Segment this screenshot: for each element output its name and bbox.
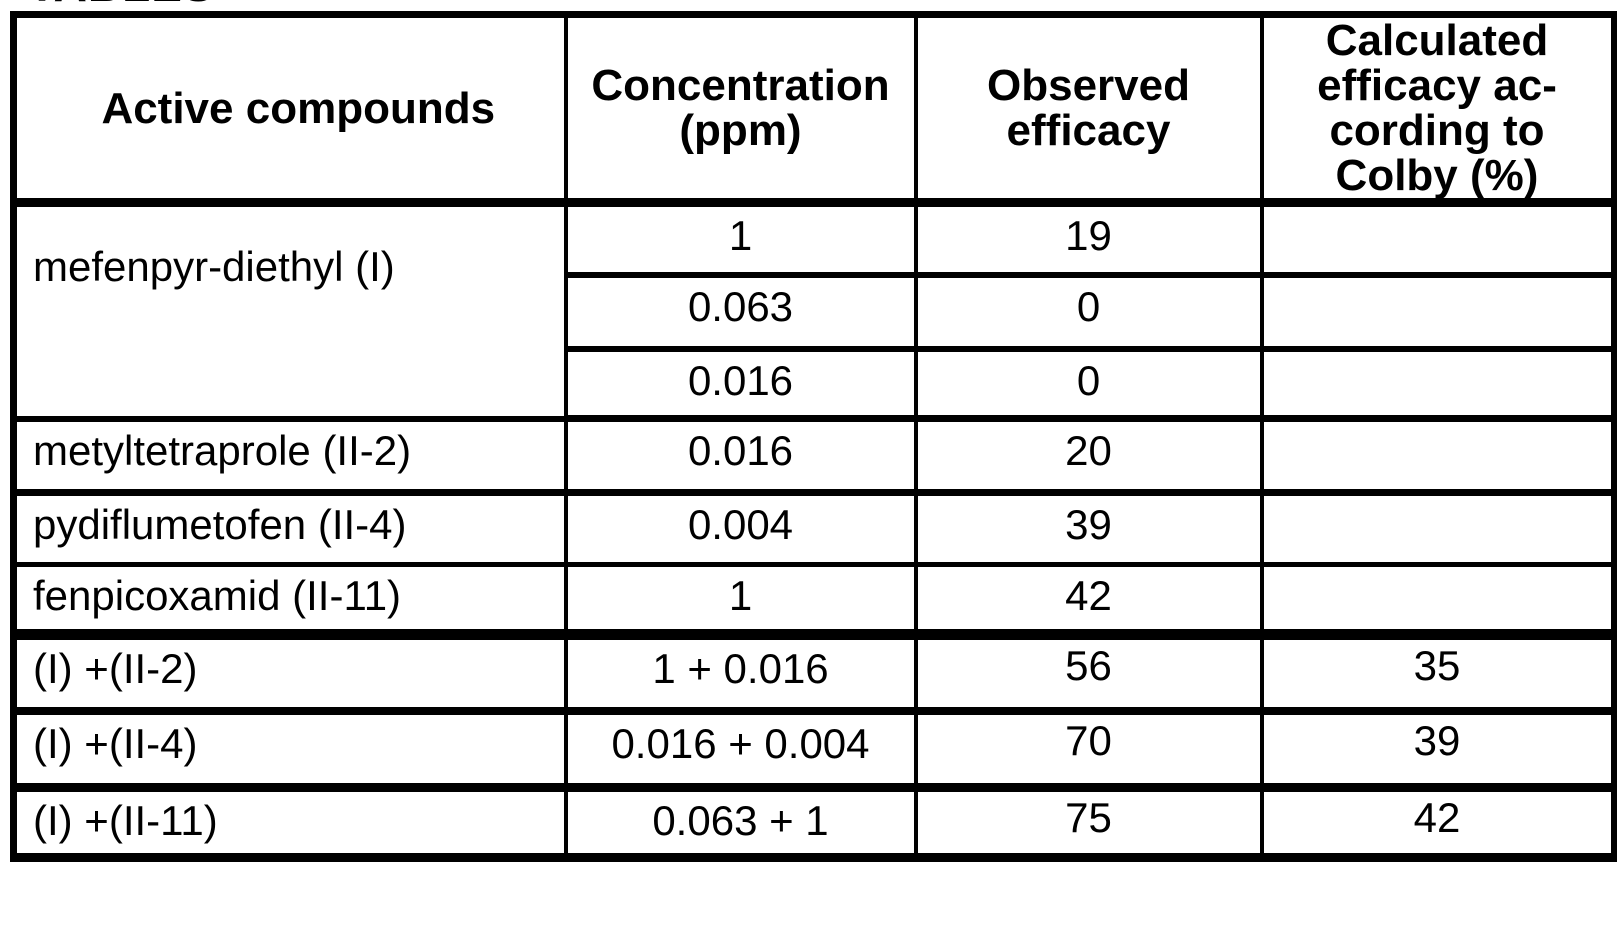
observed-cell: 19 (913, 200, 1264, 278)
concentration-cell: 0.016 (563, 416, 918, 496)
observed-cell: 20 (913, 416, 1264, 496)
table-row: 0.016 0 (14, 346, 1616, 422)
table-row: mefenpyr-diethyl (I) 1 19 (11, 200, 1616, 422)
efficacy-table: Active compounds Concentration (ppm) Obs… (10, 11, 1617, 862)
table-row: metyltetraprole (II-2) 0.016 20 (11, 416, 1616, 496)
colby-cell (1259, 200, 1616, 278)
table-row: (I) +(II-2) 1 + 0.016 56 35 (11, 632, 1616, 715)
compound-cell: (I) +(II-2) (11, 632, 568, 715)
concentration-cell: 0.016 (563, 346, 918, 422)
colby-cell: 42 (1259, 785, 1616, 860)
header-row: Active compounds Concentration (ppm) Obs… (11, 12, 1616, 207)
table-row: pydiflumetofen (II-4) 0.004 39 (11, 490, 1616, 567)
compound-cell: fenpicoxamid (II-11) (11, 562, 568, 640)
header-observed-efficacy: Observed efficacy (913, 12, 1264, 207)
colby-cell (1259, 416, 1616, 496)
colby-cell (1259, 562, 1616, 640)
header-active-compounds: Active compounds (11, 12, 568, 207)
observed-cell: 0 (913, 272, 1264, 352)
clipped-page-heading-text: TABLES (28, 0, 288, 8)
colby-cell (1259, 272, 1616, 352)
header-active-compounds-label: Active compounds (101, 83, 496, 133)
observed-cell: 39 (913, 490, 1264, 567)
observed-cell: 70 (913, 708, 1264, 792)
colby-cell (1259, 346, 1616, 422)
observed-cell: 75 (913, 785, 1264, 860)
concentration-cell: 0.016 + 0.004 (563, 708, 918, 792)
colby-cell: 35 (1259, 632, 1616, 715)
compound-cell: pydiflumetofen (II-4) (11, 490, 568, 567)
clipped-page-heading: TABLES (28, 0, 288, 9)
header-colby-efficacy: Calculated efficacy ac- cording to Colby… (1259, 12, 1616, 207)
table-row: (I) +(II-11) 0.063 + 1 75 42 (11, 785, 1616, 860)
concentration-cell: 1 (563, 562, 918, 640)
concentration-cell: 1 (563, 200, 918, 278)
header-concentration: Concentration (ppm) (563, 12, 918, 207)
compound-cell: (I) +(II-4) (11, 708, 568, 792)
colby-cell (1259, 490, 1616, 567)
concentration-cell: 0.063 + 1 (563, 785, 918, 860)
compound-cell: metyltetraprole (II-2) (11, 416, 568, 496)
compound-cell: mefenpyr-diethyl (I) (11, 200, 568, 422)
table-row: fenpicoxamid (II-11) 1 42 (11, 562, 1616, 640)
observed-cell: 56 (913, 632, 1264, 715)
concentration-cell: 0.004 (563, 490, 918, 567)
observed-cell: 0 (913, 346, 1264, 422)
table-row: 0.063 0 (14, 272, 1616, 352)
compound-cell: (I) +(II-11) (11, 785, 568, 860)
colby-cell: 39 (1259, 708, 1616, 792)
observed-cell: 42 (913, 562, 1264, 640)
concentration-cell: 0.063 (563, 272, 918, 352)
concentration-cell: 1 + 0.016 (563, 632, 918, 715)
table-row: (I) +(II-4) 0.016 + 0.004 70 39 (11, 708, 1616, 792)
